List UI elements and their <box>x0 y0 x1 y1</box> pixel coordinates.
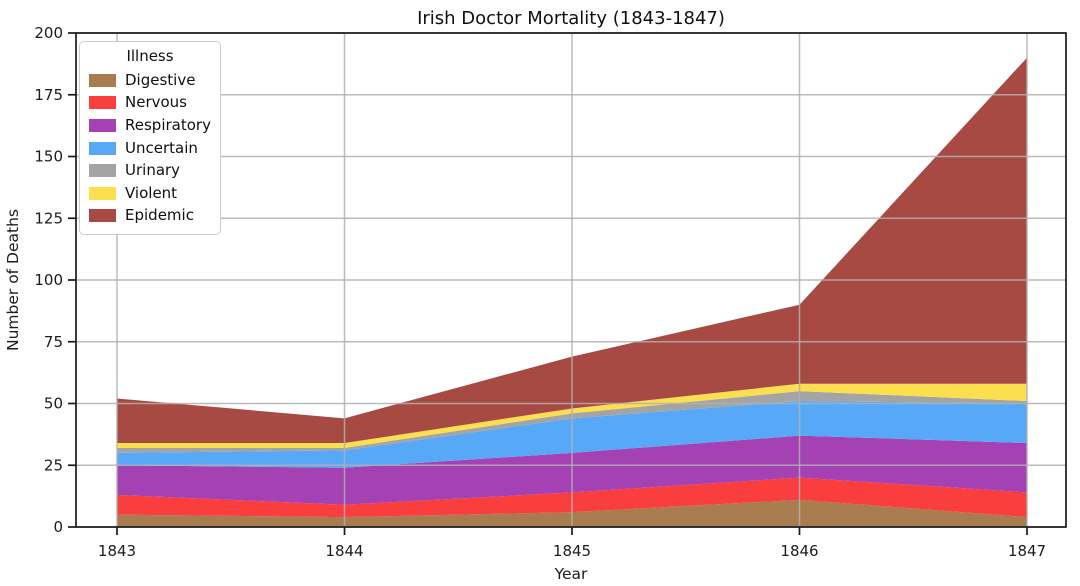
legend-item-label: Urinary <box>125 161 181 180</box>
legend-item-nervous: Nervous <box>89 92 211 115</box>
x-tick-label: 1845 <box>553 542 591 560</box>
legend-item-label: Uncertain <box>125 138 198 157</box>
y-tick-label: 200 <box>34 24 63 42</box>
legend-swatch <box>89 96 116 110</box>
tick-labels: 0 25 50 75 100 125 150 175 200 1843 1844 1845 1846 18… <box>34 24 1046 560</box>
x-tick-label: 1847 <box>1008 542 1046 560</box>
legend-swatch <box>89 186 116 200</box>
legend-swatch <box>89 118 116 132</box>
y-tick-label: 175 <box>34 86 63 104</box>
legend-title: Illness <box>126 47 174 65</box>
legend-item-respiratory: Respiratory <box>89 114 211 137</box>
legend-item-label: Violent <box>125 183 178 202</box>
legend-item-label: Epidemic <box>125 206 194 225</box>
area-violent <box>117 383 1027 448</box>
y-tick-label: 125 <box>34 209 63 227</box>
y-tick-label: 0 <box>53 518 63 536</box>
x-tick-label: 1843 <box>98 542 136 560</box>
x-tick-label: 1844 <box>325 542 363 560</box>
area-urinary <box>117 391 1027 453</box>
x-tick-label: 1846 <box>780 542 818 560</box>
x-axis-label: Year <box>554 565 588 583</box>
legend-item-digestive: Digestive <box>89 69 211 92</box>
legend-item-label: Digestive <box>125 70 196 89</box>
legend-item-epidemic: Epidemic <box>89 205 211 228</box>
legend-swatch <box>89 164 116 178</box>
legend: Illness Digestive Nervous Respiratory Uncer… <box>79 41 221 236</box>
y-tick-label: 100 <box>34 271 63 289</box>
axes-frame <box>68 32 1067 535</box>
legend-items: Digestive Nervous Respiratory Uncertain Urin… <box>89 69 211 227</box>
legend-swatch <box>89 73 116 87</box>
y-tick-label: 50 <box>44 395 63 413</box>
legend-item-urinary: Urinary <box>89 159 211 182</box>
legend-swatch <box>89 209 116 223</box>
y-tick-label: 25 <box>44 456 63 474</box>
y-tick-label: 75 <box>44 333 63 351</box>
chart-title: Irish Doctor Mortality (1843-1847) <box>417 8 725 29</box>
legend-item-uncertain: Uncertain <box>89 137 211 160</box>
legend-item-violent: Violent <box>89 182 211 205</box>
legend-item-label: Nervous <box>125 93 187 112</box>
legend-item-label: Respiratory <box>125 115 211 134</box>
legend-swatch <box>89 141 116 155</box>
y-tick-label: 150 <box>34 148 63 166</box>
y-axis-label: Number of Deaths <box>4 209 22 351</box>
